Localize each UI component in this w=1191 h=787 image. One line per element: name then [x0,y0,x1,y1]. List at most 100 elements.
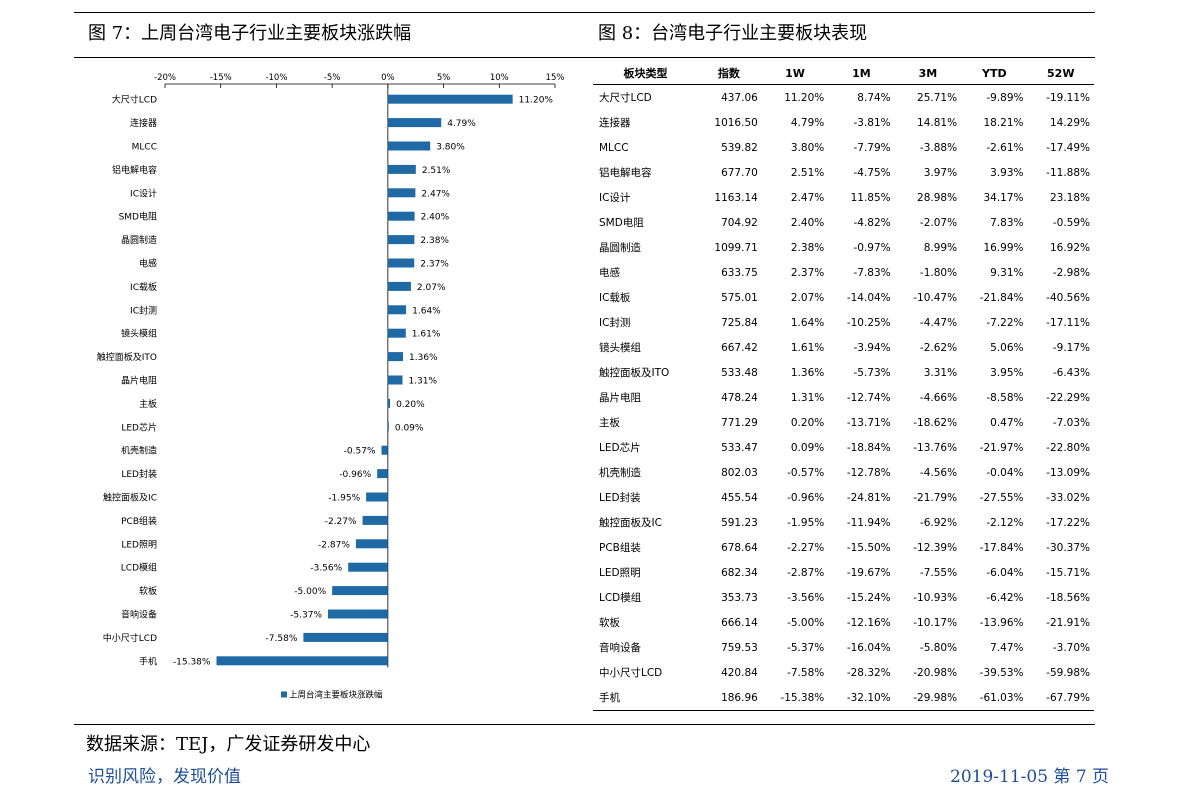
bar-10 [387,328,406,338]
table-row: LED芯片 533.47 0.09% -18.84% -13.76% -21.97% -22… [593,435,1094,460]
table-cell-value: -22.80% [1046,441,1090,454]
data-label: 1.36% [409,353,438,363]
table-cell-value: 353.73 [721,591,758,604]
bar-22 [328,609,388,619]
data-label: -0.96% [339,470,371,480]
table-cell-value: 8.74% [857,91,891,104]
table-cell-value: 1163.14 [714,191,758,204]
x-tick-label: 15% [546,73,565,83]
table-cell-value: 575.01 [721,291,758,304]
table-cell-sector: 手机 [593,685,696,711]
table-cell-value: -2.87% [787,566,825,579]
table-cell-value: -4.66% [919,391,958,404]
bar-20 [348,562,388,572]
data-label: 2.40% [421,213,450,223]
table-cell-value: 704.92 [721,216,758,229]
data-source: 数据来源：TEJ，广发证券研发中心 [86,734,371,755]
table-cell-value: -12.78% [846,466,891,479]
data-label: -1.95% [328,494,360,504]
table-cell-value: 14.29% [1049,116,1090,129]
table-cell-value: 802.03 [721,466,758,479]
table-cell-value: 11.20% [784,91,825,104]
category-label: 软板 [139,585,157,597]
table-header-cell: 板块类型 [593,62,696,85]
table-cell-value: 1.36% [790,366,825,379]
table-row: 晶片电阻 478.24 1.31% -12.74% -4.66% -8.58% -22.29… [593,385,1094,410]
legend-swatch [281,691,287,698]
table-cell-value: -5.00% [787,616,825,629]
x-tick-label: -20% [154,73,176,83]
category-label: 连接器 [130,117,157,129]
table-cell-value: -7.83% [853,266,891,279]
bar-9 [387,305,407,315]
table-cell-value: -16.04% [846,641,891,654]
table-cell-value: -21.84% [979,291,1024,304]
sector-performance-table-wrap: 板块类型 指数 1W 1M 3M YTD 52W 大尺寸LCD 437.06 11.20% 8.7… [593,62,1094,711]
table-cell-value: 2.38% [790,241,825,254]
table-cell-value: 2.47% [790,191,825,204]
table-cell-value: -0.96% [787,491,825,504]
x-tick-label: -5% [324,73,341,83]
table-cell-value: -61.03% [961,685,1028,711]
table-cell-value: -0.04% [986,466,1024,479]
table-header-cell: 指数 [695,62,762,85]
table-cell-sector: 大尺寸LCD [599,92,652,104]
category-label: 镜头模组 [121,328,157,340]
x-tick-label: 5% [437,73,451,83]
table-cell-value: 0.09% [790,441,825,454]
table-row: SMD电阻 704.92 2.40% -4.82% -2.07% 7.83% -0.59% [593,210,1094,235]
bar-19 [355,539,388,549]
table-cell-value: -8.58% [986,391,1024,404]
table-cell-value: -40.56% [1046,291,1090,304]
table-cell-value: -67.79% [1027,685,1094,711]
table-cell-value: -13.71% [846,416,891,429]
category-label: LED照明 [121,539,157,550]
data-label: 2.07% [417,283,446,293]
table-cell-value: -4.47% [919,316,958,329]
data-label: 2.37% [420,260,449,270]
bar-23 [303,632,388,642]
table-cell-sector: 音响设备 [599,642,641,654]
table-cell-value: -10.47% [913,291,958,304]
data-label: 1.61% [412,330,441,340]
table-cell-value: -9.17% [1052,341,1090,354]
table-cell-value: 25.71% [917,91,958,104]
bar-16 [377,469,388,479]
table-cell-value: 678.64 [721,541,758,554]
bar-1 [387,118,442,128]
category-label: LED封装 [121,468,157,480]
table-cell-value: 533.48 [721,366,758,379]
table-cell-value: -3.56% [787,591,825,604]
table-cell-sector: LED芯片 [599,442,641,454]
table-cell-value: -3.70% [1052,641,1090,654]
table-cell-value: -15.24% [846,591,891,604]
bar-8 [387,281,411,291]
table-cell-value: -15.71% [1046,566,1090,579]
table-cell-value: -7.22% [986,316,1024,329]
bottom-rule [74,724,1095,725]
table-cell-value: -4.82% [853,216,891,229]
table-cell-value: 34.17% [983,191,1024,204]
table-cell-value: 2.07% [790,291,825,304]
table-cell-value: -39.53% [979,666,1024,679]
data-label: 1.31% [408,377,437,387]
table-cell-value: 8.99% [923,241,958,254]
table-cell-value: -7.79% [853,141,891,154]
table-cell-value: 16.92% [1049,241,1090,254]
table-row: LED封装 455.54 -0.96% -24.81% -21.79% -27.55% -3… [593,485,1094,510]
data-label: -0.57% [344,447,376,457]
table-cell-value: -2.98% [1052,266,1090,279]
table-cell-value: -2.12% [986,516,1024,529]
category-label: MLCC [132,143,157,153]
bar-15 [381,445,388,455]
table-cell-value: -22.29% [1046,391,1090,404]
table-row: 音响设备 759.53 -5.37% -16.04% -5.80% 7.47% -3.70% [593,635,1094,660]
table-cell-sector: IC设计 [599,192,631,204]
x-tick-label: 10% [490,73,509,83]
bar-13 [387,398,391,408]
table-cell-value: -33.02% [1046,491,1090,504]
table-cell-sector: 机壳制造 [599,467,641,479]
bar-2 [387,141,431,151]
table-cell-value: -10.93% [913,591,958,604]
table-cell-value: 533.47 [721,441,758,454]
